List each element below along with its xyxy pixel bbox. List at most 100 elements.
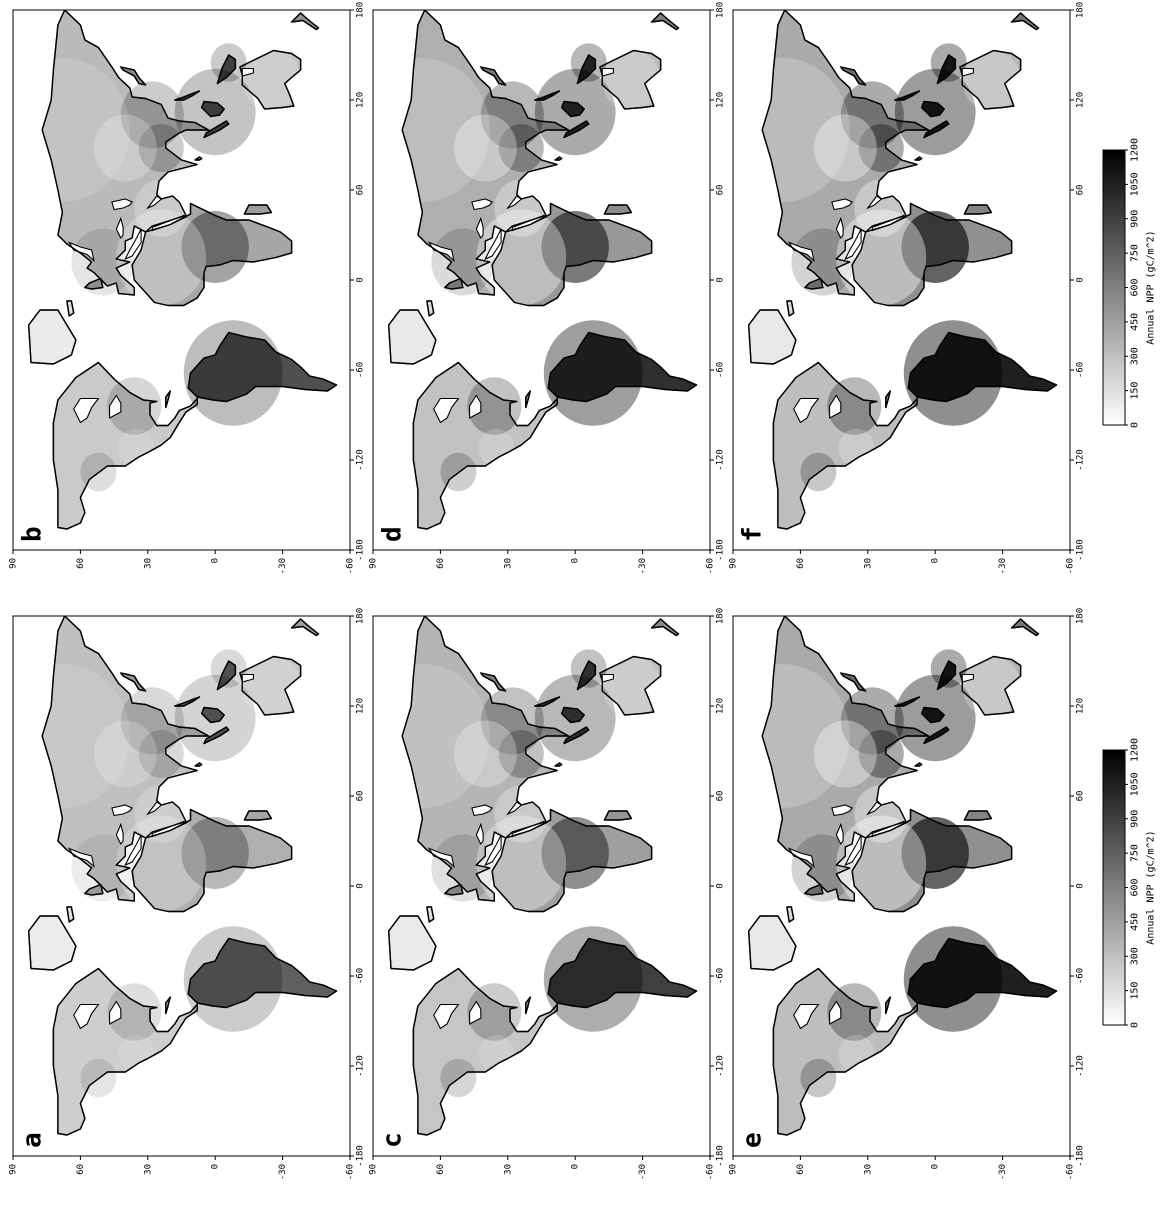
- coastline-japan: [120, 672, 147, 692]
- lat-tick-label: 60: [76, 558, 86, 569]
- water-baltic-sea: [67, 847, 95, 869]
- high-npp-region-4: [138, 730, 184, 778]
- coastline-eurasia: [41, 10, 210, 296]
- coastline-borneo: [201, 100, 225, 118]
- map-panel-e: -180 -120 -60 0 60 120 180 90 60 30 0 -30 -60 e: [729, 608, 1086, 1180]
- coastline-japan: [480, 672, 507, 692]
- lat-tick-label: 0: [211, 558, 221, 563]
- colorbar-tick-label: 900: [1129, 810, 1140, 828]
- water-great-lakes: [469, 394, 482, 419]
- coastline-iceland: [786, 906, 795, 923]
- water-hudson-bay: [73, 1003, 100, 1030]
- coastline-sumatra: [563, 726, 590, 745]
- lat-tick-label: -30: [278, 558, 288, 574]
- low-npp-region-2: [93, 720, 157, 788]
- coastline-sumatra: [923, 120, 950, 139]
- coastline-new-zealand: [1010, 618, 1040, 637]
- water-black-sea: [115, 822, 124, 846]
- lon-tick-label: 0: [1076, 277, 1086, 282]
- colorbar-tick-label: 300: [1129, 947, 1140, 965]
- coastline-eurasia: [401, 10, 570, 296]
- panel-letter-c: c: [378, 1132, 408, 1148]
- high-npp-region-5: [827, 983, 882, 1041]
- high-npp-region-1: [901, 817, 969, 889]
- colorbar-tick-label: 1200: [1129, 138, 1140, 162]
- low-npp-region-4: [838, 1034, 875, 1074]
- high-npp-region-0: [903, 926, 1003, 1032]
- coastline-greenland: [28, 309, 77, 365]
- coastline-south-america: [907, 331, 1058, 403]
- colorbar-label: Annual NPP (gC/m^2): [1145, 230, 1156, 344]
- lat-tick-label: -30: [638, 558, 648, 574]
- high-npp-region-8: [930, 43, 967, 82]
- low-npp-region-3: [962, 49, 1021, 112]
- coastline-sumatra: [923, 726, 950, 745]
- lon-tick-label: -180: [1076, 1145, 1086, 1167]
- low-npp-region-2: [453, 114, 517, 182]
- low-npp-region-4: [118, 1034, 155, 1074]
- lon-tick-label: -120: [716, 1055, 726, 1077]
- coastline-philippines: [534, 90, 561, 101]
- lon-tick-label: -60: [716, 362, 726, 378]
- coastline-borneo: [921, 706, 945, 724]
- coastline-sumatra: [203, 726, 230, 745]
- low-npp-region-5: [13, 664, 130, 808]
- water-hudson-bay: [433, 397, 460, 424]
- lat-tick-label: 30: [143, 1164, 153, 1175]
- high-npp-region-5: [107, 983, 162, 1041]
- coastline-new-guinea: [576, 54, 597, 85]
- coastline-uk: [444, 883, 464, 896]
- low-npp-region-3: [242, 49, 301, 112]
- lon-tick-label: -120: [1076, 449, 1086, 471]
- colorbar-tick-label: 750: [1129, 244, 1140, 262]
- lon-tick-label: 180: [716, 608, 726, 624]
- map-e-content: [733, 616, 1058, 1136]
- high-npp-region-8: [210, 649, 247, 688]
- water-caspian-sea: [111, 804, 133, 817]
- coastline-madagascar: [603, 204, 633, 215]
- lat-tick-label: 30: [503, 558, 513, 569]
- lat-tick-label: 60: [796, 1164, 806, 1175]
- water-gulf-of-carpentaria: [241, 673, 254, 683]
- lat-tick-label: 90: [9, 1164, 19, 1175]
- lat-tick-label: 60: [76, 1164, 86, 1175]
- low-npp-region-1: [854, 179, 909, 237]
- colorbar-tick-label: 750: [1129, 844, 1140, 862]
- colorbar-tick-label: 600: [1129, 278, 1140, 296]
- coastline-madagascar: [603, 810, 633, 821]
- high-npp-region-8: [930, 649, 967, 688]
- colorbar-2: 0 150 300 450 600 750 900 1050 1200 Annual NPP (g…: [1102, 138, 1156, 428]
- lon-tick-label: -120: [716, 449, 726, 471]
- low-npp-region-4: [838, 428, 875, 468]
- colorbar-tick-label: 900: [1129, 210, 1140, 228]
- high-npp-region-2: [174, 68, 256, 156]
- lon-tick-label: 180: [1076, 2, 1086, 18]
- coastline-greenland: [388, 915, 437, 971]
- colorbar-tick-label: 1050: [1129, 772, 1140, 796]
- map-panel-a: -180 -120 -60 0 60 120 180 90 60 30 0 -30 -60 a: [9, 608, 366, 1180]
- lon-tick-label: 180: [1076, 608, 1086, 624]
- lon-tick-label: 60: [1076, 791, 1086, 802]
- lon-tick-label: -180: [1076, 539, 1086, 561]
- water-caspian-sea: [471, 198, 493, 211]
- high-npp-region-2: [894, 674, 976, 762]
- coastline-new-guinea: [216, 54, 237, 85]
- coastline-borneo: [561, 100, 585, 118]
- high-npp-region-1: [541, 211, 609, 283]
- lat-tick-label: 0: [571, 1164, 581, 1169]
- water-baltic-sea: [787, 847, 815, 869]
- coastline-greenland: [748, 915, 797, 971]
- low-npp-region-1: [494, 179, 549, 237]
- low-npp-region-2: [813, 720, 877, 788]
- panel-letter-d: d: [378, 526, 408, 542]
- lon-tick-label: -180: [716, 1145, 726, 1167]
- map-c-content: [373, 616, 698, 1136]
- colorbar-tick-label: 450: [1129, 913, 1140, 931]
- high-npp-region-2: [174, 674, 256, 762]
- low-npp-region-4: [478, 428, 515, 468]
- lon-tick-label: 180: [356, 608, 366, 624]
- coastline-madagascar: [243, 204, 273, 215]
- coastline-iceland: [66, 906, 75, 923]
- coastline-africa: [851, 202, 1013, 307]
- lon-tick-label: -60: [716, 968, 726, 984]
